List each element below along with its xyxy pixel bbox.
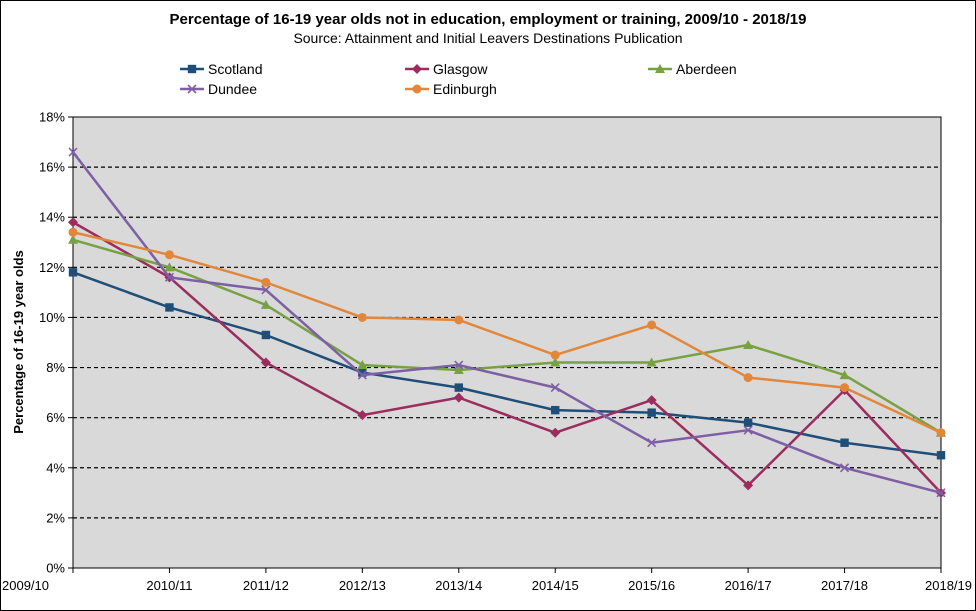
y-tick-label-16: 16%	[39, 160, 65, 175]
gridlines	[73, 166, 941, 519]
chart-title: Percentage of 16-19 year olds not in edu…	[170, 11, 807, 28]
legend-item-glasgow: Glasgow	[405, 61, 488, 77]
point-glasgow-7	[743, 480, 754, 491]
x-tick-label-1: 2010/11	[146, 578, 192, 593]
series-line-dundee	[72, 151, 942, 495]
x-tick-label-9: 2018/19	[925, 578, 972, 593]
point-edinburgh-0	[68, 227, 78, 237]
point-dundee-0	[68, 147, 78, 157]
y-tick-label-18: 18%	[39, 110, 65, 125]
point-dundee-2	[261, 285, 271, 295]
legend-item-scotland: Scotland	[180, 61, 262, 77]
point-dundee-9	[936, 488, 946, 498]
point-scotland-6	[647, 408, 656, 417]
point-glasgow-6	[646, 395, 657, 406]
point-scotland-7	[743, 418, 753, 427]
point-glasgow-0	[68, 217, 78, 228]
point-dundee-5	[550, 383, 560, 393]
legend-label-edinburgh: Edinburgh	[433, 81, 497, 97]
legend-label-dundee: Dundee	[208, 81, 257, 97]
point-dundee-6	[647, 438, 657, 448]
point-edinburgh-5	[550, 350, 560, 360]
legend-marker-edinburgh	[412, 84, 422, 94]
y-tick-label-8: 8%	[46, 360, 65, 375]
point-scotland-9	[936, 451, 946, 460]
y-tick-label-2: 2%	[46, 510, 65, 525]
point-scotland-0	[68, 268, 78, 277]
point-edinburgh-6	[647, 320, 657, 330]
legend-item-aberdeen: Aberdeen	[648, 61, 737, 77]
x-tick-label-7: 2016/17	[725, 578, 772, 593]
x-tick-label-0: 2009/10	[2, 578, 49, 593]
point-aberdeen-8	[839, 370, 850, 380]
point-scotland-3	[358, 368, 367, 377]
point-scotland-5	[551, 405, 560, 415]
x-tick-label-8: 2017/18	[821, 578, 868, 593]
legend-marker-scotland	[187, 64, 197, 74]
point-scotland-1	[165, 303, 174, 312]
point-glasgow-5	[550, 427, 561, 438]
x-tick-label-6: 2015/16	[628, 578, 675, 593]
point-aberdeen-6	[646, 357, 657, 367]
point-dundee-4	[454, 360, 464, 370]
legend: Scotland Glasgow Aberdeen Dundee Edinburgh	[180, 61, 737, 97]
point-edinburgh-3	[357, 312, 367, 322]
point-aberdeen-4	[453, 365, 464, 375]
point-dundee-7	[743, 425, 753, 435]
point-scotland-8	[840, 438, 849, 447]
legend-label-glasgow: Glasgow	[433, 61, 488, 77]
y-axis-title: Percentage of 16-19 year olds	[11, 250, 26, 434]
point-edinburgh-2	[261, 277, 271, 287]
y-tick-label-14: 14%	[39, 210, 65, 225]
point-aberdeen-3	[357, 360, 368, 370]
legend-marker-glasgow	[412, 64, 422, 74]
series-edinburgh	[68, 227, 946, 438]
legend-marker-aberdeen	[655, 64, 665, 73]
point-scotland-4	[454, 383, 463, 392]
y-tick-label-4: 4%	[46, 460, 65, 475]
series-line-glasgow	[72, 221, 942, 494]
chart-subtitle: Source: Attainment and Initial Leavers D…	[293, 30, 682, 46]
point-edinburgh-8	[840, 383, 850, 393]
point-aberdeen-0	[68, 234, 78, 244]
series-line-aberdeen	[72, 238, 942, 434]
point-glasgow-2	[260, 357, 271, 368]
y-tick-label-0: 0%	[46, 561, 65, 576]
x-tick-label-5: 2014/15	[532, 578, 579, 593]
series-group	[68, 147, 946, 498]
point-edinburgh-4	[454, 315, 464, 325]
x-tick-label-3: 2012/13	[339, 578, 386, 593]
y-axis-ticks: 0% 2% 4% 6% 8% 10% 12% 14% 16% 18%	[39, 110, 74, 576]
point-aberdeen-7	[743, 340, 754, 350]
plot-area	[72, 116, 942, 569]
point-aberdeen-2	[260, 299, 271, 309]
point-dundee-3	[357, 370, 367, 380]
point-edinburgh-1	[164, 250, 174, 260]
point-glasgow-3	[357, 410, 368, 421]
y-tick-label-6: 6%	[46, 410, 65, 425]
point-dundee-1	[164, 272, 175, 282]
point-aberdeen-5	[550, 357, 561, 367]
point-scotland-2	[261, 330, 271, 340]
point-edinburgh-9	[936, 428, 946, 438]
legend-item-edinburgh: Edinburgh	[405, 81, 497, 97]
point-dundee-8	[839, 463, 850, 473]
point-aberdeen-1	[164, 262, 175, 272]
y-tick-label-12: 12%	[39, 260, 65, 275]
legend-label-scotland: Scotland	[208, 61, 262, 77]
x-axis-ticks: 2009/10 2010/11 2011/12 2012/13 2013/14 2014/…	[2, 567, 972, 593]
legend-marker-dundee	[187, 84, 197, 94]
y-tick-label-10: 10%	[39, 310, 65, 325]
x-tick-label-4: 2013/14	[435, 578, 482, 593]
x-tick-label-2: 2011/12	[243, 578, 289, 593]
legend-item-dundee: Dundee	[180, 81, 257, 97]
series-dundee	[68, 147, 946, 498]
point-edinburgh-7	[743, 373, 753, 383]
point-glasgow-4	[453, 392, 464, 403]
series-line-edinburgh	[72, 231, 942, 434]
legend-label-aberdeen: Aberdeen	[676, 61, 737, 77]
